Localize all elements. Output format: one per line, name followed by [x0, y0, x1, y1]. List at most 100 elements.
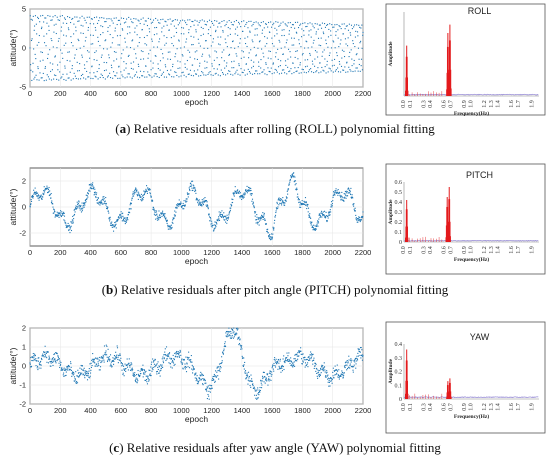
data-point — [118, 217, 120, 219]
data-point — [324, 210, 326, 212]
data-point — [54, 358, 56, 360]
data-point — [362, 354, 364, 356]
data-point — [53, 353, 55, 356]
data-point — [351, 65, 353, 67]
data-point — [268, 50, 270, 52]
spectrum-x-tick: 0.3 — [421, 403, 427, 411]
data-point — [239, 338, 241, 340]
data-point — [324, 66, 326, 68]
data-point — [248, 71, 251, 73]
data-point — [358, 63, 360, 66]
data-point — [75, 205, 77, 207]
data-point — [179, 351, 182, 353]
data-point — [187, 357, 189, 359]
data-point — [48, 191, 50, 193]
data-point — [100, 356, 102, 358]
data-point — [159, 22, 161, 24]
data-point — [153, 363, 155, 365]
data-point — [305, 26, 307, 28]
data-point — [153, 46, 155, 48]
data-point — [66, 22, 68, 24]
data-point — [223, 49, 225, 51]
data-point — [36, 360, 38, 362]
data-point — [221, 210, 223, 212]
data-point — [171, 20, 173, 22]
data-point — [349, 367, 351, 369]
data-point — [163, 357, 165, 359]
data-point — [53, 208, 55, 210]
data-point — [251, 193, 253, 195]
data-point — [136, 189, 138, 191]
data-point — [30, 64, 32, 66]
data-point — [236, 55, 238, 57]
data-point — [166, 36, 168, 39]
data-point — [94, 51, 96, 54]
data-point — [282, 197, 284, 199]
data-point — [94, 193, 96, 195]
data-point — [39, 60, 41, 62]
data-point — [61, 367, 63, 369]
data-point — [202, 204, 205, 206]
data-point — [44, 189, 46, 191]
data-point — [107, 348, 109, 350]
data-point — [318, 213, 320, 215]
data-point — [186, 59, 188, 62]
data-point — [120, 71, 122, 73]
data-point — [110, 18, 112, 20]
data-point — [133, 17, 135, 20]
data-point — [109, 77, 112, 79]
data-point — [169, 225, 171, 227]
x-tick-label: 0 — [28, 89, 32, 98]
data-point — [280, 47, 282, 49]
data-point — [161, 365, 163, 367]
data-point — [345, 71, 347, 73]
data-point — [138, 194, 140, 196]
data-point — [129, 26, 131, 28]
data-point — [331, 24, 333, 26]
data-point — [223, 212, 225, 214]
data-point — [148, 74, 150, 76]
data-point — [263, 215, 265, 217]
data-point — [115, 17, 117, 19]
data-point — [119, 23, 122, 25]
data-point — [302, 203, 304, 205]
data-point — [40, 27, 43, 30]
data-point — [360, 347, 362, 349]
data-point — [329, 378, 331, 380]
data-point — [200, 371, 202, 373]
data-point — [82, 204, 84, 207]
data-point — [75, 77, 77, 80]
data-point — [113, 358, 115, 360]
data-point — [347, 366, 350, 368]
data-point — [79, 17, 81, 19]
data-point — [147, 375, 149, 377]
data-point — [194, 374, 196, 376]
data-point — [185, 41, 187, 43]
data-point — [324, 26, 327, 28]
data-point — [240, 68, 242, 70]
data-point — [225, 23, 227, 25]
data-point — [225, 335, 227, 337]
data-point — [254, 211, 256, 213]
data-point — [172, 66, 174, 68]
data-point — [320, 71, 322, 73]
data-point — [224, 25, 226, 27]
data-point — [118, 216, 120, 218]
data-point — [180, 354, 182, 356]
data-point — [326, 64, 328, 66]
data-point — [225, 345, 227, 348]
data-point — [351, 196, 353, 198]
data-point — [162, 53, 164, 55]
data-point — [61, 211, 63, 213]
data-point — [241, 348, 243, 350]
data-point — [247, 27, 249, 29]
data-point — [337, 374, 339, 376]
data-point — [192, 369, 194, 371]
data-point — [250, 49, 252, 51]
data-point — [281, 29, 283, 31]
data-point — [170, 224, 172, 226]
data-point — [157, 366, 159, 369]
data-point — [185, 371, 188, 373]
data-point — [232, 332, 234, 334]
data-point — [236, 26, 238, 28]
